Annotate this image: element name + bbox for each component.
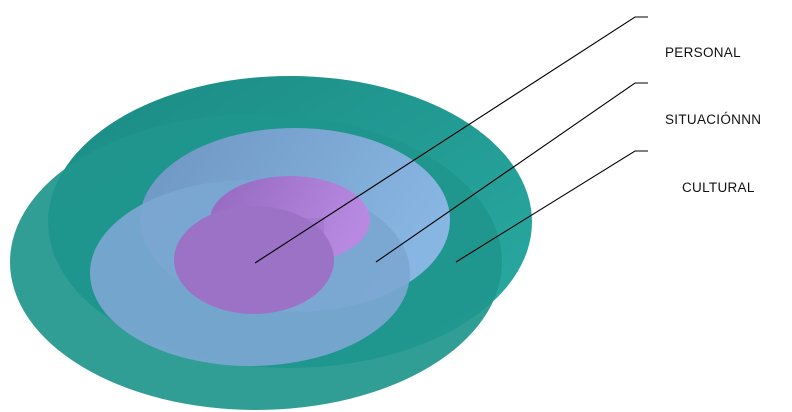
label-cultural: CULTURAL xyxy=(682,180,755,195)
label-personal: PERSONAL xyxy=(665,45,741,60)
leader-line-personal xyxy=(254,16,648,264)
label-situacion: SITUACIÓNNN xyxy=(665,112,761,127)
leader-line-cultural xyxy=(455,150,648,263)
personal-disc-front xyxy=(174,206,334,314)
leader-lines xyxy=(254,16,648,264)
leader-line-situacion xyxy=(375,82,648,263)
personal-disc xyxy=(174,176,370,314)
